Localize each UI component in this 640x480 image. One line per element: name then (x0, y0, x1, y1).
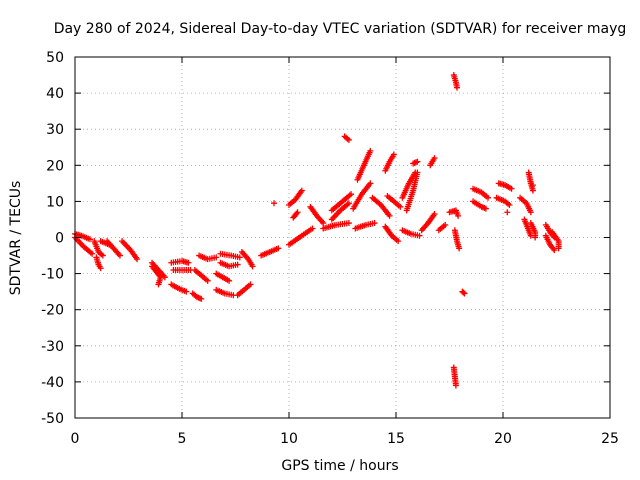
data-point (431, 155, 438, 162)
x-tick-label: 25 (601, 431, 619, 447)
data-point (204, 277, 211, 284)
data-point (345, 200, 352, 207)
x-tick-label: 5 (178, 431, 187, 447)
data-point (452, 382, 459, 389)
data-point (555, 245, 562, 252)
x-tick-label: 10 (280, 431, 298, 447)
y-tick-label: 10 (46, 194, 64, 210)
data-point (213, 254, 220, 261)
y-tick-label: -50 (41, 411, 64, 427)
data-point (247, 281, 254, 288)
data-point (508, 185, 515, 192)
y-tick-label: -20 (41, 303, 64, 319)
x-tick-label: 15 (387, 431, 405, 447)
data-point (397, 203, 404, 210)
data-point (89, 250, 96, 257)
y-tick-label: 40 (46, 86, 64, 102)
data-point (367, 180, 374, 187)
y-tick-label: -10 (41, 267, 64, 283)
y-tick-label: -30 (41, 339, 64, 355)
data-point (134, 256, 141, 263)
data-point (198, 295, 205, 302)
data-point (461, 290, 468, 297)
x-tick-label: 0 (71, 431, 80, 447)
data-point (460, 289, 467, 296)
data-point (348, 191, 355, 198)
y-axis-label: SDTVAR / TECUs (8, 181, 24, 296)
data-point (455, 212, 462, 219)
data-point (345, 220, 352, 227)
chart-title: Day 280 of 2024, Sidereal Day-to-day VTE… (54, 21, 627, 37)
data-point (504, 209, 511, 216)
data-point (97, 265, 104, 272)
data-point (99, 252, 106, 259)
x-tick-label: 20 (494, 431, 512, 447)
data-point (532, 234, 539, 241)
data-point (431, 211, 438, 218)
y-tick-label: 30 (46, 122, 64, 138)
data-point (412, 169, 419, 176)
grid-lines (75, 57, 610, 418)
x-tick-labels: 0 5 10 15 20 25 (71, 431, 619, 447)
data-point (386, 212, 393, 219)
data-point (86, 236, 93, 243)
data-point (226, 277, 233, 284)
data-point (482, 205, 489, 212)
y-tick-labels: -50 -40 -30 -20 -10 0 10 20 30 40 50 (41, 50, 64, 427)
y-tick-label: -40 (41, 375, 64, 391)
data-point (155, 281, 162, 288)
data-point (506, 202, 513, 209)
data-point (367, 147, 374, 154)
data-point (527, 209, 534, 216)
data-points (72, 72, 562, 389)
y-tick-label: 20 (46, 158, 64, 174)
y-tick-label: 0 (55, 231, 64, 247)
data-point (298, 187, 305, 194)
data-point (294, 209, 301, 216)
data-point (442, 221, 449, 228)
data-point (529, 182, 536, 189)
data-point (271, 200, 278, 207)
data-point (453, 84, 460, 91)
data-point (116, 252, 123, 259)
data-point (185, 259, 192, 266)
data-point (275, 245, 282, 252)
data-point (371, 220, 378, 227)
data-point (414, 158, 421, 165)
data-point (320, 220, 327, 227)
data-point (249, 263, 256, 270)
data-point (309, 225, 316, 232)
data-point (416, 232, 423, 239)
data-point (395, 238, 402, 245)
data-point (529, 187, 536, 194)
data-point (456, 245, 463, 252)
data-point (485, 194, 492, 201)
data-point (236, 254, 243, 261)
data-point (345, 137, 352, 144)
y-tick-label: 50 (46, 50, 64, 66)
data-point (551, 247, 558, 254)
data-point (183, 288, 190, 295)
data-point (234, 261, 241, 268)
axis-ticks (74, 56, 611, 419)
x-axis-label: GPS time / hours (281, 458, 398, 474)
data-point (390, 151, 397, 158)
